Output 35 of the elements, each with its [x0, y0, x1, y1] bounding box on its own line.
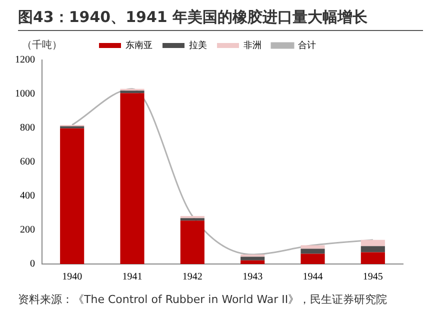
x-tick-label: 1940 [62, 272, 82, 283]
bar [360, 252, 385, 264]
bar [300, 245, 325, 249]
line-series [71, 88, 374, 256]
x-tick-label: 1945 [362, 272, 383, 283]
bar [360, 246, 385, 252]
bar [300, 254, 325, 264]
chart-title: 图43：1940、1941 年美国的橡胶进口量大幅增长 [18, 8, 423, 31]
y-axis-title: （千吨） [22, 39, 62, 52]
bar [300, 248, 325, 254]
bar [60, 128, 84, 264]
legend-label: 拉美 [189, 40, 207, 51]
bar [180, 220, 204, 264]
text: 资料来源：《The Control of Rubber in World War II》，民生证券研究院 [18, 292, 388, 307]
x-tick-label: 1944 [302, 272, 323, 283]
y-tick-label: 200 [20, 224, 35, 236]
y-tick-label: 1200 [15, 54, 35, 66]
x-tick-label: 1941 [122, 272, 142, 283]
bar [180, 218, 204, 221]
y-tick-label: 1000 [15, 88, 35, 100]
bar [120, 93, 144, 264]
y-tick-label: 0 [30, 258, 35, 270]
x-tick-label: 1943 [242, 272, 263, 283]
bar [120, 90, 144, 94]
bar [240, 260, 265, 264]
legend-label: 东南亚 [126, 40, 152, 51]
x-tick-label: 1942 [182, 272, 202, 283]
y-tick-label: 400 [20, 190, 35, 202]
legend-label: 合计 [298, 40, 316, 51]
y-tick-label: 600 [20, 156, 35, 168]
legend-label: 非洲 [244, 40, 262, 51]
bar [240, 256, 265, 260]
bar [240, 254, 265, 257]
bar [360, 240, 385, 246]
y-tick-label: 800 [20, 122, 35, 134]
